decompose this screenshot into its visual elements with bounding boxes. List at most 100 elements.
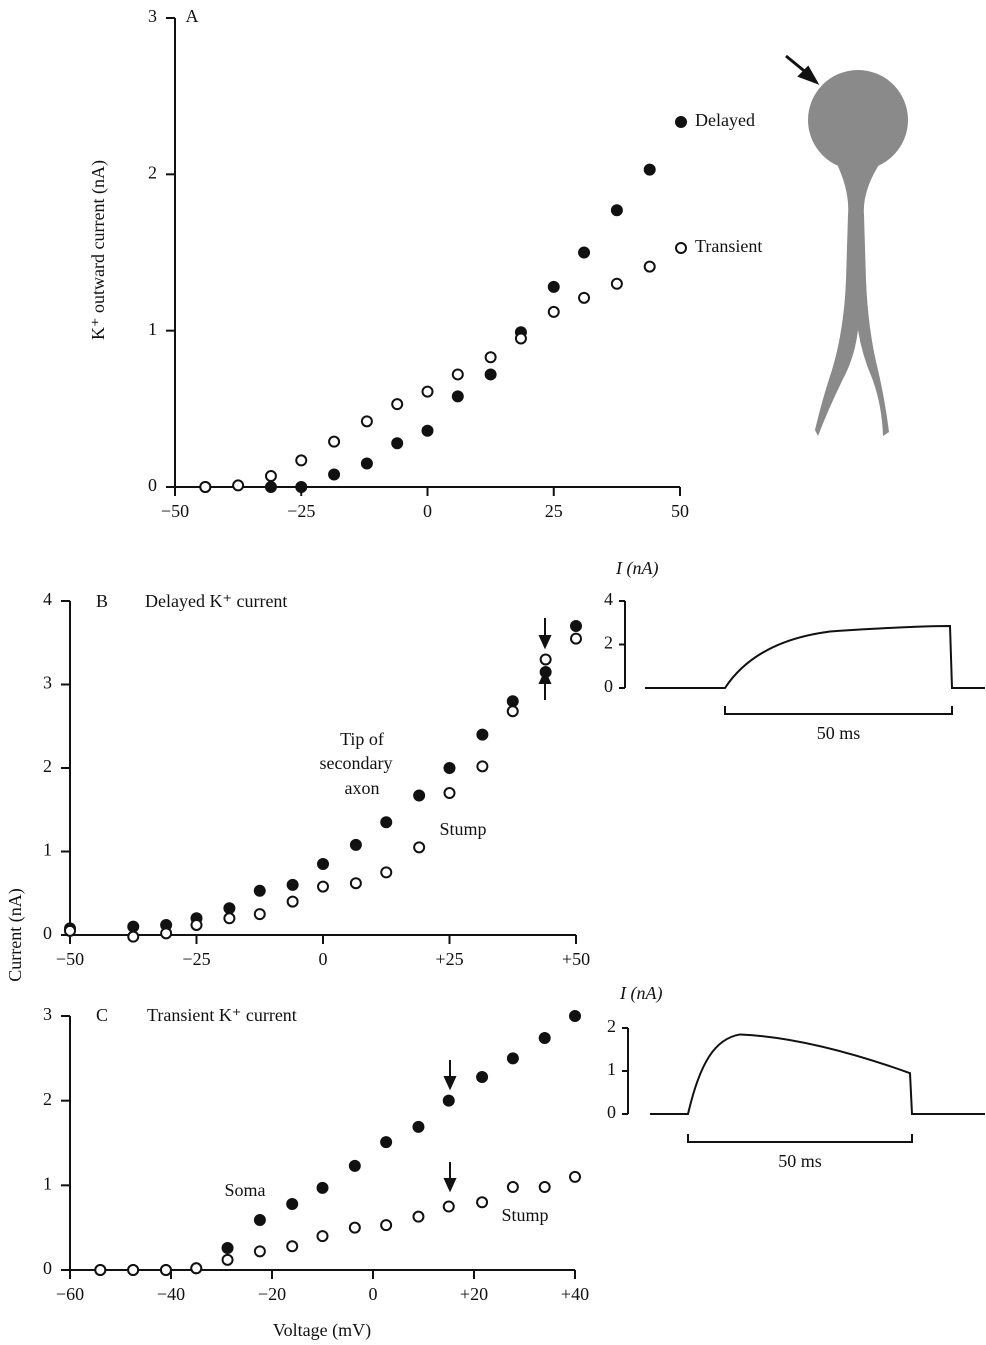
data-point — [413, 789, 426, 802]
arrow — [785, 54, 820, 85]
y-tick-label: 2 — [43, 1089, 52, 1109]
x-tick-label: −20 — [258, 1284, 286, 1304]
data-point — [506, 1052, 519, 1065]
data-point — [476, 728, 489, 741]
panel-title: Transient K⁺ current — [147, 1005, 297, 1025]
data-point — [348, 1159, 361, 1172]
y-tick-label: 2 — [43, 756, 52, 776]
y-tick-label: 0 — [43, 923, 52, 943]
data-point — [94, 1264, 107, 1276]
data-point — [539, 665, 552, 678]
x-tick-label: −25 — [182, 949, 210, 969]
inset-y-tick-label: 2 — [607, 1016, 616, 1036]
data-point — [443, 762, 456, 774]
y-tick-label: 3 — [43, 1004, 52, 1024]
data-point — [442, 1200, 455, 1213]
data-point — [159, 1264, 172, 1276]
annotation: Stump — [439, 819, 486, 839]
data-point — [328, 435, 341, 448]
data-point — [380, 816, 393, 829]
data-point — [514, 332, 527, 345]
inset-y-tick-label: 2 — [604, 633, 613, 653]
legend-marker — [675, 116, 687, 128]
data-point — [223, 902, 236, 915]
data-point — [643, 163, 656, 176]
x-tick-label: +40 — [561, 1284, 589, 1304]
x-tick-label: −50 — [161, 501, 189, 521]
x-tick-label: −60 — [56, 1284, 84, 1304]
data-point — [578, 246, 591, 259]
data-point — [295, 481, 308, 493]
data-point — [286, 1240, 299, 1253]
data-point — [484, 368, 497, 381]
data-point — [451, 390, 464, 403]
data-point — [127, 930, 140, 943]
data-point — [264, 481, 277, 493]
panel-label: C — [96, 1005, 108, 1025]
y-tick-label: 3 — [43, 673, 52, 693]
panel-label: B — [96, 591, 108, 611]
x-tick-label: +20 — [460, 1284, 488, 1304]
scale-bar — [687, 1134, 913, 1143]
data-point — [232, 479, 245, 492]
data-point — [286, 895, 299, 908]
scale-bar-label: 50 ms — [778, 1151, 822, 1171]
data-point — [253, 884, 266, 897]
annotation: secondary — [320, 753, 393, 773]
inset-y-tick-label: 1 — [607, 1059, 616, 1079]
data-point — [538, 1032, 551, 1045]
data-point — [578, 291, 591, 304]
data-point — [221, 1241, 234, 1254]
legend-marker — [675, 242, 687, 254]
legend-label: Delayed — [695, 110, 755, 130]
data-point — [506, 695, 519, 708]
data-point — [421, 424, 434, 437]
panel-label: A — [186, 6, 199, 26]
y-tick-label: 3 — [148, 6, 157, 26]
data-point — [610, 204, 623, 217]
data-point — [190, 1262, 203, 1275]
data-point — [643, 260, 656, 273]
data-point — [316, 1230, 329, 1243]
data-point — [506, 705, 519, 718]
inset-y-label: I (nA) — [619, 983, 662, 1004]
data-point — [380, 1136, 393, 1149]
inset-y-tick-label: 0 — [607, 1102, 616, 1122]
y-axis-label: K⁺ outward current (nA) — [88, 160, 109, 340]
data-point — [538, 1181, 551, 1194]
data-point — [286, 1197, 299, 1210]
arrows — [443, 618, 552, 1193]
y-axis-label: Current (nA) — [5, 888, 26, 981]
inset-y-tick-label: 0 — [604, 676, 613, 696]
annotation: Soma — [224, 1180, 265, 1200]
annotation: Stump — [501, 1205, 548, 1225]
data-point — [569, 1010, 581, 1022]
x-tick-label: −50 — [56, 949, 84, 969]
data-point — [413, 841, 426, 854]
x-tick-label: 0 — [319, 949, 328, 969]
x-axis-label: Voltage (mV) — [273, 1320, 371, 1341]
data-point — [264, 470, 277, 483]
neuron-drawing — [808, 70, 908, 436]
data-point — [190, 918, 203, 931]
data-point — [476, 1070, 489, 1083]
data-point — [569, 1170, 581, 1183]
data-point — [349, 877, 362, 890]
data-point — [476, 1196, 489, 1209]
data-point — [570, 620, 582, 633]
data-point — [348, 1221, 361, 1234]
annotation: Tip of — [340, 729, 384, 749]
data-point — [547, 280, 560, 293]
data-point — [127, 1264, 140, 1276]
current-trace — [650, 1033, 985, 1115]
data-point — [316, 1181, 329, 1194]
data-point — [443, 787, 456, 800]
scale-bar-label: 50 ms — [817, 723, 861, 743]
data-point — [317, 880, 329, 893]
x-tick-label: −25 — [287, 501, 315, 521]
data-point — [253, 1214, 266, 1227]
y-tick-label: 2 — [148, 162, 157, 182]
data-point — [160, 927, 173, 940]
data-point — [221, 1253, 234, 1266]
